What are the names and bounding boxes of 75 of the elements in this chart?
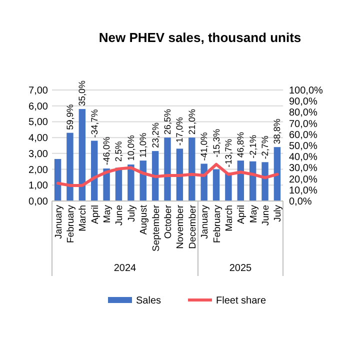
annotation: 10,0% [126,135,136,161]
x-tick-label: March [78,205,89,232]
y2-tick-label: 80,0% [289,108,318,119]
y-tick-label: 6,00 [28,101,48,112]
x-tick-label: July [272,204,284,222]
annotation: 26,5% [162,109,172,135]
x-tick-label: October [163,205,174,239]
y-tick-label: 5,00 [28,117,48,128]
x-tick-label: February [212,204,223,244]
x-tick-label: March [224,205,235,232]
x-tick-label: September [150,205,162,252]
bar [262,162,268,201]
y-tick-label: 0,00 [28,196,48,208]
y2-tick-label: 90,0% [289,96,318,108]
legend-label: Fleet share [216,296,266,306]
y2-tick-label: 60,0% [289,130,318,141]
y2-tick-label: 50,0% [289,141,318,152]
bar [164,138,171,201]
bar [152,151,159,201]
bar [200,164,208,201]
bar [78,109,86,201]
x-tick-label: November [175,205,186,249]
annotation: 21,0% [186,109,197,135]
annotation: -41,0% [199,132,210,161]
y-tick-label: 3,00 [28,148,48,160]
y-tick-label: 2,00 [28,164,48,176]
x-tick-label: June [114,205,126,226]
x-tick-label: January [53,204,64,239]
y2-tick-label: 0,0% [289,196,312,208]
annotation: -34,7% [89,109,100,138]
bar [212,169,220,201]
annotation: 38,8% [272,118,282,144]
x-tick-label: May [248,204,260,223]
x-tick-label: January [200,204,211,239]
text: 2025 [229,263,252,274]
annotation: 11,0% [138,132,148,158]
annotation: 46,8% [236,132,246,158]
x-tick-label: April [236,205,248,224]
y2-tick-label: 70,0% [289,118,318,130]
bar [128,164,134,201]
annotation: -15,3% [211,128,222,158]
y2-tick-label: 20,0% [289,174,318,186]
x-tick-label: May [102,204,114,223]
x-tick-label: August [138,204,150,235]
x-tick-label: February [65,204,76,244]
chart-title: New PHEV sales, thousand units [98,30,302,45]
annotation: 35,0% [77,80,88,106]
y2-tick-label: 40,0% [289,152,318,164]
legend-label: Sales [136,296,162,306]
bar [54,158,62,201]
x-tick-label: April [90,205,101,224]
annotation: -2,1% [248,134,258,158]
y2-tick-label: 100,0% [289,86,324,96]
bar [188,138,196,201]
annotation: -17,0% [174,117,185,146]
x-tick-label: December [187,205,198,249]
x-tick-label: June [260,205,272,226]
annotation: 23,2% [150,122,160,148]
y-tick-label: 1,00 [28,180,48,192]
y2-tick-label: 10,0% [289,185,318,196]
bar [225,172,232,201]
y-tick-label: 7,00 [28,86,48,96]
annotation: 59,9% [64,104,75,130]
bar [274,147,281,201]
annotation: 2,5% [114,141,124,162]
annotation: -13,7% [223,138,234,168]
x-tick-label: July [126,204,138,222]
text: 2024 [114,263,137,274]
bar [91,140,98,201]
y2-tick-label: 30,0% [289,163,318,174]
annotation: -2,7% [260,136,270,160]
bar [176,148,184,201]
bar [66,132,74,201]
y-tick-label: 4,00 [28,133,48,144]
annotation: -46,0% [102,136,112,166]
